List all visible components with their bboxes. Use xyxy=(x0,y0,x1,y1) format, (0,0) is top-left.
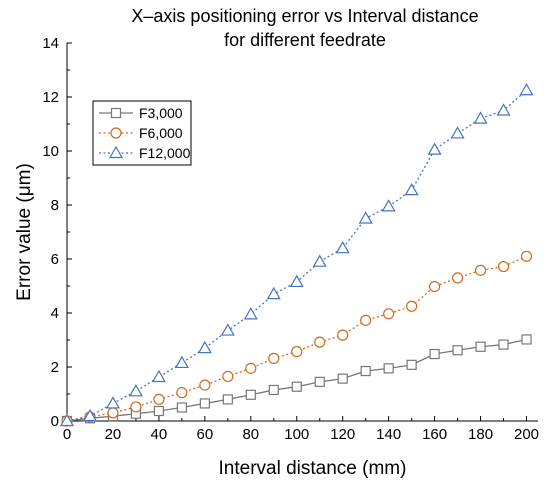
series-line xyxy=(66,255,527,422)
data-point xyxy=(59,413,75,427)
data-point xyxy=(452,345,463,356)
data-point xyxy=(314,336,326,348)
y-tick-label: 10 xyxy=(42,143,59,160)
data-point xyxy=(312,254,327,267)
x-tick-label: 0 xyxy=(63,426,71,443)
x-tick-label: 120 xyxy=(330,426,355,443)
data-point xyxy=(105,396,120,409)
data-point xyxy=(335,240,350,254)
data-point xyxy=(404,182,419,196)
x-tick-label: 20 xyxy=(105,426,122,443)
data-point xyxy=(151,369,166,383)
data-point xyxy=(176,387,188,399)
data-point xyxy=(199,379,211,391)
legend: F3,000 F6,000 F12,000 xyxy=(92,100,192,166)
data-point xyxy=(220,323,235,336)
x-tick-label: 200 xyxy=(514,426,539,443)
data-point xyxy=(174,355,189,369)
y-tick-label: 4 xyxy=(51,305,59,322)
x-axis-label: Interval distance (mm) xyxy=(219,458,407,479)
data-point xyxy=(266,286,281,300)
data-point xyxy=(82,408,98,422)
y-tick-label: 8 xyxy=(51,197,59,214)
legend-label: F3,000 xyxy=(139,105,183,121)
data-point xyxy=(268,352,280,364)
x-tick-label: 160 xyxy=(422,426,447,443)
data-point xyxy=(383,363,394,374)
data-point xyxy=(521,334,532,345)
y-tick-label: 12 xyxy=(42,89,59,106)
data-point xyxy=(199,398,210,409)
data-point xyxy=(406,359,417,370)
x-tick-label: 140 xyxy=(376,426,401,443)
data-point xyxy=(520,250,533,262)
data-point xyxy=(130,401,142,413)
data-point xyxy=(474,264,487,276)
data-point xyxy=(289,274,304,288)
data-point xyxy=(451,272,464,284)
data-point xyxy=(337,373,348,384)
data-point xyxy=(360,314,372,326)
data-point xyxy=(176,402,187,413)
data-point xyxy=(496,103,511,116)
x-tick-label: 60 xyxy=(197,426,214,443)
chart-title-line-2: for different feedrate xyxy=(224,30,386,50)
data-point xyxy=(128,384,143,397)
data-point xyxy=(358,211,373,224)
legend-marker xyxy=(110,127,122,139)
y-tick-label: 0 xyxy=(51,413,59,430)
y-tick-label: 14 xyxy=(42,35,59,52)
legend-marker xyxy=(110,107,122,119)
x-tick-label: 100 xyxy=(284,426,309,443)
x-tick-label: 80 xyxy=(242,426,259,443)
data-point xyxy=(427,142,442,155)
data-point xyxy=(291,346,303,358)
legend-marker xyxy=(108,145,124,159)
data-point xyxy=(450,126,465,139)
data-point xyxy=(245,362,257,374)
data-point xyxy=(519,83,534,96)
data-point xyxy=(245,389,256,400)
data-point xyxy=(291,381,302,392)
data-point xyxy=(475,341,486,352)
data-point xyxy=(314,376,325,387)
x-tick-label: 40 xyxy=(151,426,168,443)
x-tick-label: 180 xyxy=(468,426,493,443)
data-point xyxy=(107,407,119,419)
legend-label: F6,000 xyxy=(139,125,183,141)
data-point xyxy=(222,370,234,383)
data-point xyxy=(406,300,418,312)
data-point xyxy=(429,348,440,360)
data-point xyxy=(383,308,395,320)
data-point xyxy=(243,307,258,320)
data-point xyxy=(197,340,212,354)
chart-title-line-1: X–axis positioning error vs Interval dis… xyxy=(131,6,479,26)
data-point xyxy=(498,339,509,350)
data-point xyxy=(153,405,165,417)
data-point xyxy=(153,393,165,405)
data-point xyxy=(360,365,371,377)
data-point xyxy=(268,384,279,396)
legend-label: F12,000 xyxy=(139,145,191,161)
data-point xyxy=(222,394,233,405)
data-point xyxy=(337,329,349,341)
data-point xyxy=(497,260,510,273)
data-point xyxy=(473,111,488,124)
y-tick-label: 2 xyxy=(51,359,59,376)
y-tick-label: 6 xyxy=(51,251,59,268)
data-point xyxy=(381,199,396,212)
series-triangle xyxy=(59,83,534,427)
y-axis-label: Error value (μm) xyxy=(14,163,35,301)
data-point xyxy=(429,280,441,293)
series-circle xyxy=(61,250,533,427)
